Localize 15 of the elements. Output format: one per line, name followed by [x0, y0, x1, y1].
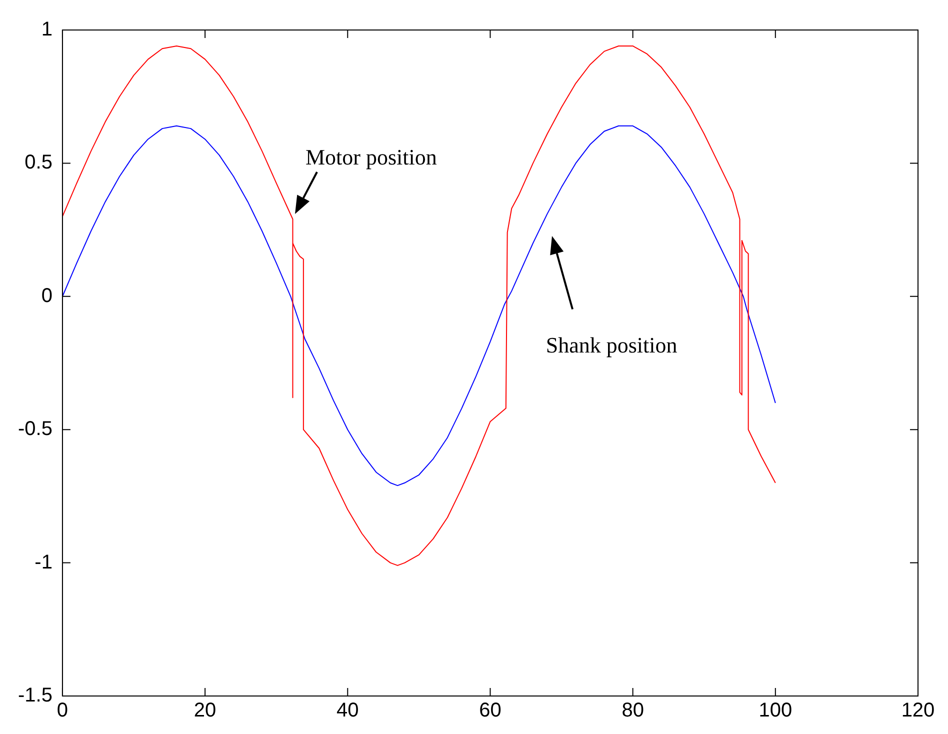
annotation: Motor position: [305, 144, 437, 170]
x-tick-label: 40: [336, 700, 359, 722]
x-tick-label: 20: [194, 700, 216, 722]
x-tick-label: 80: [622, 700, 644, 722]
annotation: Shank position: [546, 332, 678, 358]
y-tick-label: 0.5: [24, 152, 52, 174]
y-tick-label: 0: [41, 284, 52, 307]
x-tick-label: 60: [479, 700, 502, 722]
y-tick-label: -1: [34, 551, 52, 574]
y-tick-label: -1.5: [18, 684, 52, 707]
y-tick-label: -0.5: [18, 418, 52, 440]
y-tick-label: 1: [41, 18, 52, 41]
x-tick-label: 100: [758, 700, 792, 722]
x-tick-label: 0: [56, 700, 68, 722]
x-tick-label: 120: [901, 700, 935, 722]
